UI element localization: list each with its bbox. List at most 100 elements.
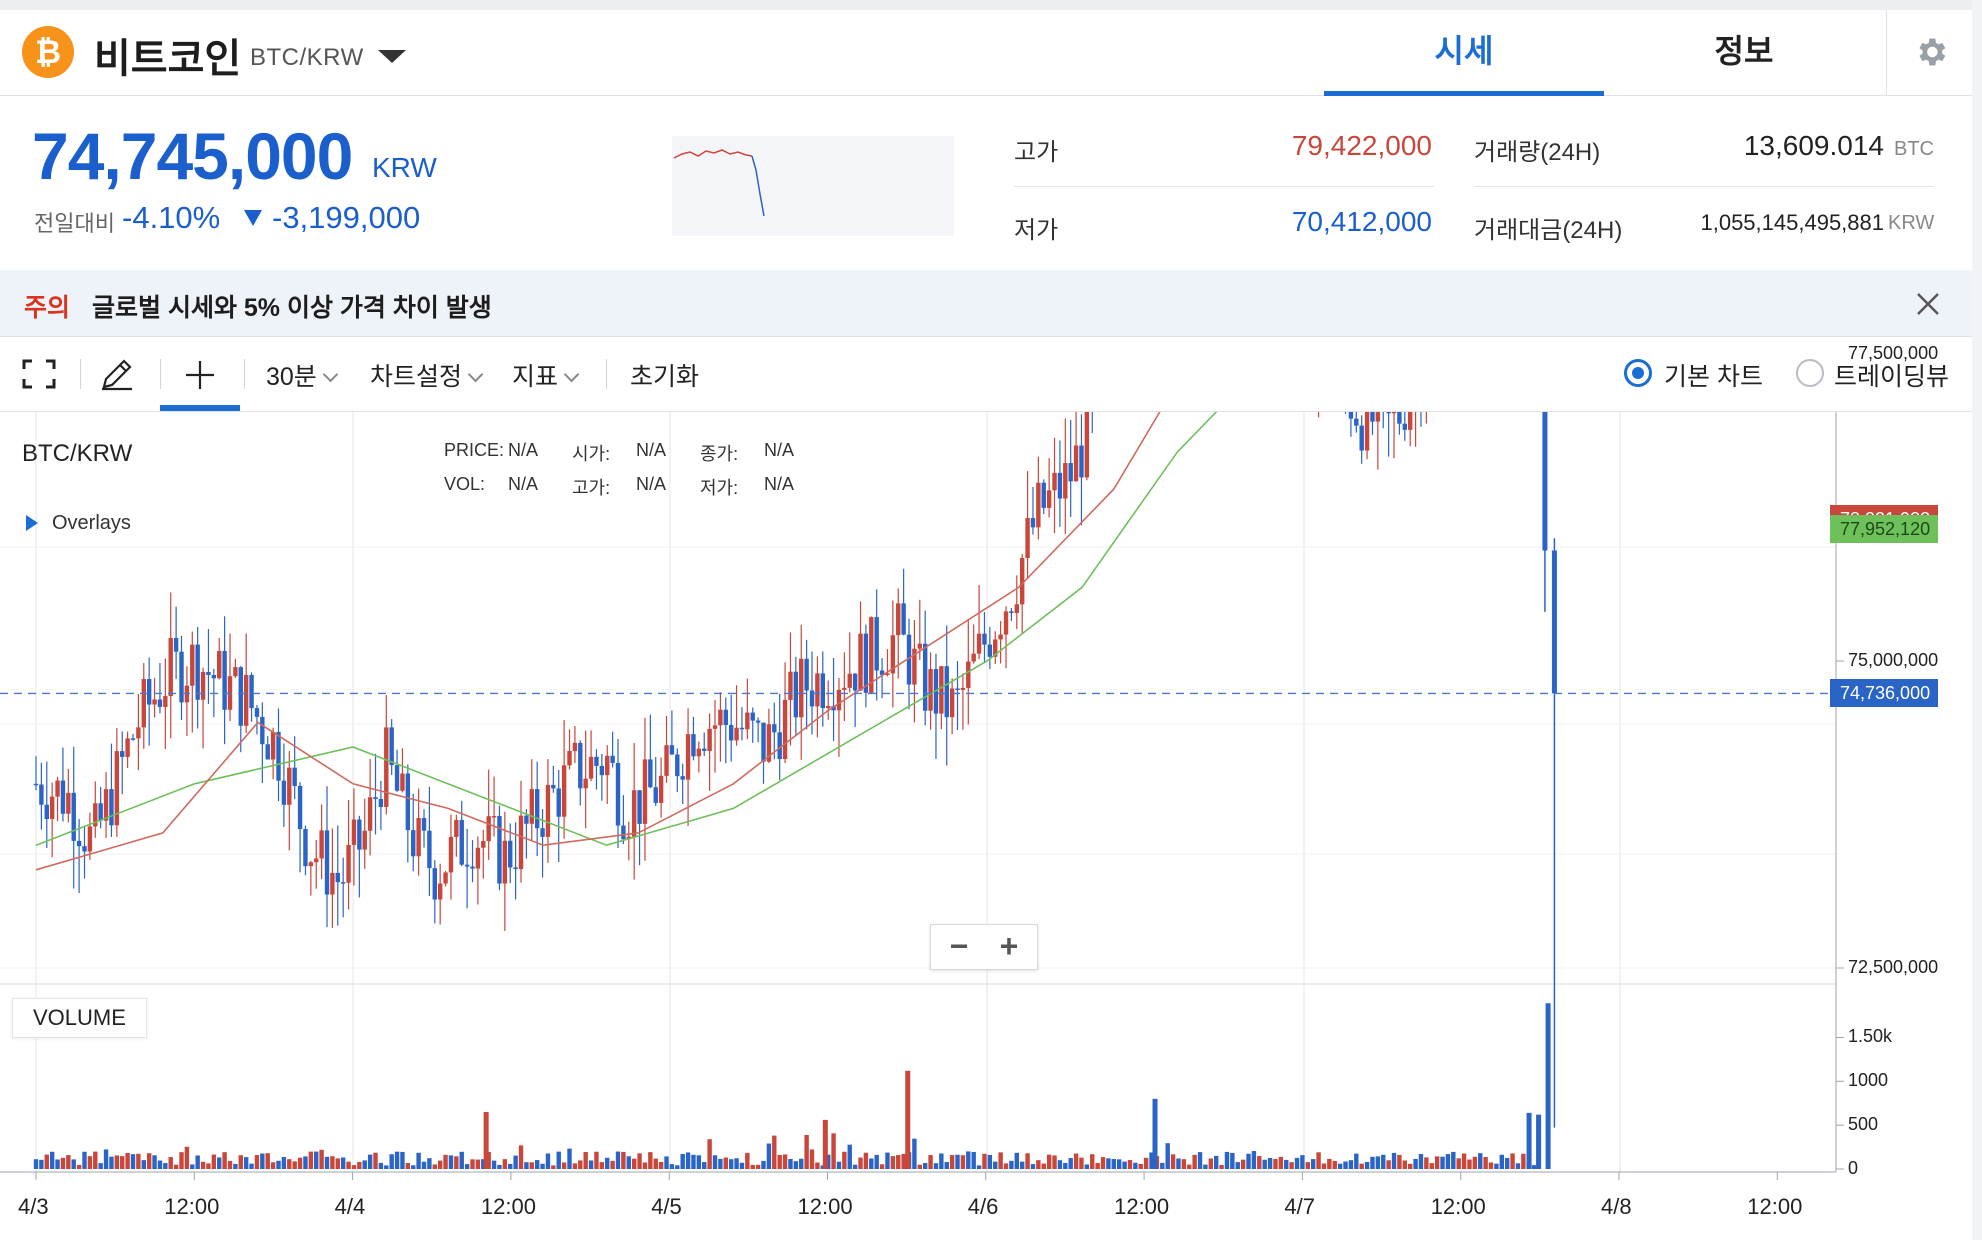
candle-body <box>955 688 960 690</box>
volume-bar <box>93 1151 98 1169</box>
volume-bar <box>227 1160 233 1169</box>
volume-bar <box>217 1157 222 1169</box>
volume-bar <box>340 1157 346 1169</box>
trading-view-label[interactable]: 트레이딩뷰 <box>1834 363 1950 391</box>
basic-chart-radio[interactable] <box>1624 359 1652 387</box>
fullscreen-icon[interactable] <box>22 359 56 389</box>
volume-bar <box>405 1163 411 1169</box>
candle-body <box>567 750 572 766</box>
volume-bar <box>745 1152 750 1169</box>
volume-bar <box>1327 1158 1332 1169</box>
volume-bar <box>260 1153 265 1169</box>
volume-bar-peak <box>483 1111 489 1169</box>
price-chart[interactable]: BTC/KRW Overlays PRICE: N/A 시가: N/A 종가: … <box>0 343 1972 1240</box>
ohlc-price-value: N/A <box>508 440 539 460</box>
candle-body <box>351 819 357 845</box>
volume-bar <box>615 1151 621 1169</box>
volume-bar <box>626 1156 631 1169</box>
volume-bar-peak <box>1536 1114 1542 1169</box>
ohlc-price-label: PRICE: <box>444 440 505 460</box>
volume-bar <box>648 1152 653 1169</box>
time-axis-tick: 12:00 <box>1114 1194 1170 1219</box>
volume-bar <box>416 1152 421 1169</box>
candle-body <box>890 635 896 674</box>
tab-info[interactable]: 정보 <box>1604 10 1884 95</box>
interval-dropdown[interactable]: 30분 <box>266 357 339 393</box>
close-icon[interactable] <box>1914 290 1942 318</box>
candle-body <box>712 725 718 729</box>
candle-body <box>885 673 890 675</box>
volume-bar <box>136 1153 141 1169</box>
candle-body <box>1030 518 1036 528</box>
interval-label: 30분 <box>266 363 317 391</box>
indicators-dropdown[interactable]: 지표 <box>512 357 580 393</box>
coin-name: 비트코인 <box>94 37 242 81</box>
candle-body <box>497 816 502 884</box>
volume-bar <box>486 1152 491 1169</box>
price-tag: 74,736,000 <box>1830 679 1939 708</box>
volume-bar <box>987 1154 993 1169</box>
candle-body <box>1402 423 1408 430</box>
volume-bar <box>114 1155 120 1169</box>
candle-body <box>529 789 534 824</box>
chevron-down-icon <box>563 366 580 383</box>
volume-bar <box>141 1160 146 1169</box>
settings-button[interactable] <box>1886 10 1973 95</box>
candle-body <box>200 671 206 700</box>
candle-body <box>1364 412 1370 451</box>
volume-bar <box>448 1155 454 1169</box>
volume-bar <box>1407 1163 1413 1169</box>
chart-canvas[interactable] <box>0 412 1972 1240</box>
current-price-unit: KRW <box>372 152 437 183</box>
volume-bar <box>454 1156 459 1169</box>
candle-body <box>605 755 610 776</box>
coin-dropdown-caret-icon[interactable] <box>378 50 406 63</box>
candle-body <box>1025 518 1030 559</box>
volume-bar <box>637 1153 642 1169</box>
candle-body <box>540 828 545 837</box>
chart-settings-dropdown[interactable]: 차트설정 <box>370 357 484 393</box>
candle-body <box>87 826 93 852</box>
volume-bar <box>1009 1160 1014 1169</box>
zoom-out-button[interactable]: − <box>949 928 969 964</box>
trading-view-radio[interactable] <box>1796 359 1824 387</box>
volume-bar <box>1084 1164 1090 1169</box>
volume-bar <box>1375 1156 1381 1169</box>
basic-chart-label[interactable]: 기본 차트 <box>1664 363 1763 391</box>
zoom-in-button[interactable]: + <box>999 928 1019 964</box>
volume-bar <box>1348 1160 1354 1169</box>
volume-bar <box>551 1165 556 1169</box>
crosshair-icon[interactable] <box>184 359 216 391</box>
candle-body <box>249 674 254 709</box>
volume-bar <box>901 1153 906 1169</box>
volume-bar <box>966 1151 971 1169</box>
candle-body <box>949 688 955 718</box>
volume-bar <box>87 1156 93 1169</box>
volume-bar <box>1176 1158 1181 1169</box>
volume-bar <box>728 1159 734 1169</box>
reset-button[interactable]: 초기화 <box>630 363 700 391</box>
candle-body <box>842 687 847 690</box>
candle-body <box>1019 558 1025 605</box>
candle-body <box>922 643 928 711</box>
candle-body <box>1068 463 1073 482</box>
pencil-icon[interactable] <box>100 357 134 391</box>
volume-bar <box>464 1164 470 1169</box>
volume-bar <box>588 1160 594 1169</box>
candle-body <box>836 689 842 711</box>
candle-body <box>60 780 66 814</box>
candle-body <box>260 716 265 745</box>
candle-body <box>804 658 809 691</box>
volume-bar <box>939 1153 944 1169</box>
candle-body <box>626 836 631 840</box>
candle-body <box>707 728 712 751</box>
volume-bar <box>1025 1153 1030 1169</box>
overlays-toggle[interactable]: Overlays <box>26 512 131 535</box>
tab-price[interactable]: 시세 <box>1324 10 1604 96</box>
volume-bar <box>545 1153 551 1169</box>
volume-bar <box>1289 1162 1294 1169</box>
volume-bar <box>685 1152 691 1169</box>
candle-body <box>346 844 351 883</box>
time-axis-tick: 12:00 <box>164 1194 220 1219</box>
volume-bar <box>949 1155 955 1169</box>
